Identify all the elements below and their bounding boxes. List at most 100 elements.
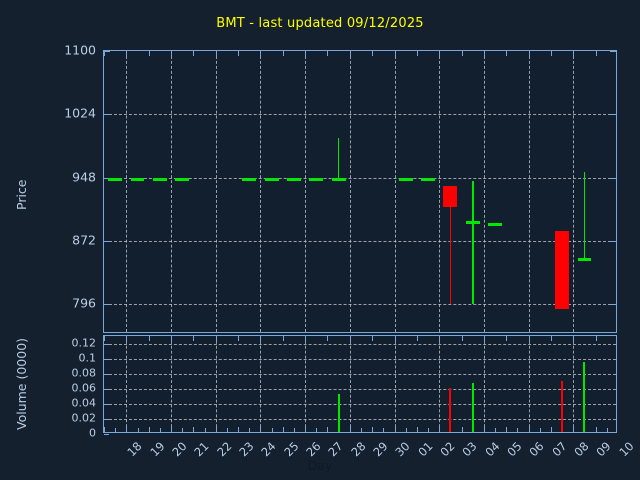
volume-x-minor-tick [226, 428, 228, 432]
x-tick-label: 24 [258, 439, 279, 460]
price-x-tick-mark [260, 51, 262, 56]
gridline-vertical [260, 336, 262, 432]
volume-tick-mark [104, 418, 109, 420]
gridline-horizontal [104, 114, 616, 116]
price-x-tick-mark [483, 51, 485, 56]
candle-body [175, 177, 190, 181]
gridline-horizontal [104, 343, 616, 345]
volume-x-tick-mark [171, 336, 173, 341]
gridline-vertical [126, 336, 128, 432]
volume-tick-mark [104, 373, 109, 375]
x-tick-label: 07 [549, 439, 570, 460]
gridline-horizontal [104, 373, 616, 375]
price-x-tick-mark [126, 51, 128, 56]
volume-tick-label: 0.08 [71, 366, 97, 380]
gridline-horizontal [104, 358, 616, 360]
x-tick-label: 22 [213, 439, 235, 460]
x-tick-label: 29 [370, 439, 391, 460]
price-x-tick-mark [148, 51, 150, 56]
price-tick-mark [104, 177, 110, 179]
volume-x-minor-tick [584, 428, 586, 432]
volume-x-minor-tick [159, 428, 161, 432]
price-tick-mark [104, 114, 110, 116]
x-tick-label: 10 [616, 439, 637, 460]
candle-body [309, 177, 324, 181]
volume-tick-label: 0.12 [71, 336, 97, 350]
volume-x-tick-mark [104, 336, 105, 341]
volume-x-tick-mark [260, 336, 262, 341]
volume-x-tick-mark [595, 336, 597, 341]
gridline-vertical [394, 51, 396, 332]
price-x-tick-mark [305, 51, 307, 56]
candle-body [488, 223, 502, 227]
price-tick-mark [610, 51, 616, 52]
volume-x-tick-mark [349, 427, 351, 432]
volume-bar-series [104, 336, 616, 432]
volume-x-minor-tick [383, 428, 385, 432]
volume-x-tick-mark [215, 427, 217, 432]
volume-x-tick-mark [327, 427, 329, 432]
price-tick-label: 1100 [64, 42, 96, 58]
gridline-horizontal [104, 177, 616, 179]
price-tick-mark [610, 304, 616, 306]
gridline-vertical [305, 336, 307, 432]
gridline-vertical [349, 51, 351, 332]
x-axis-label: Day [307, 458, 333, 473]
candle-body [287, 177, 301, 181]
x-tick-label: 04 [482, 439, 503, 460]
x-tick-label: 03 [459, 439, 480, 460]
x-tick-label: 20 [169, 439, 190, 460]
gridline-horizontal [104, 304, 616, 306]
volume-x-minor-tick [472, 428, 474, 432]
volume-x-tick-mark [483, 336, 485, 341]
price-tick-mark [104, 304, 110, 306]
price-x-tick-mark [238, 51, 240, 56]
volume-x-minor-tick [405, 428, 407, 432]
price-x-tick-mark [171, 51, 173, 56]
price-x-tick-mark [193, 51, 195, 56]
volume-x-tick-mark [282, 427, 284, 432]
volume-x-tick-mark [193, 336, 195, 341]
gridline-horizontal [104, 418, 616, 420]
volume-x-tick-mark [573, 336, 575, 341]
price-tick-label: 948 [72, 169, 96, 185]
volume-x-tick-mark [528, 336, 530, 341]
gridline-vertical [528, 336, 530, 432]
volume-bar [471, 383, 474, 432]
volume-x-tick-mark [148, 336, 150, 341]
volume-x-tick-mark [461, 336, 463, 341]
volume-x-tick-mark [104, 427, 105, 432]
candle-body [555, 230, 570, 310]
candle-body [152, 177, 167, 181]
gridline-vertical [439, 336, 441, 432]
volume-x-minor-tick [204, 428, 206, 432]
candle-wick [449, 185, 452, 305]
volume-tick-mark [104, 343, 109, 345]
volume-x-minor-tick [450, 428, 452, 432]
volume-tick-label: 0.04 [71, 396, 97, 410]
x-tick-label: 01 [414, 439, 436, 460]
volume-tick-mark [104, 403, 109, 405]
volume-x-tick-mark [305, 336, 307, 341]
volume-x-minor-tick [137, 428, 139, 432]
x-tick-label: 28 [347, 439, 369, 460]
price-x-tick-mark [595, 51, 597, 56]
volume-gridlines [104, 336, 616, 432]
volume-bar [583, 361, 586, 432]
volume-plot-area [103, 335, 617, 435]
volume-x-minor-tick [517, 428, 519, 432]
x-tick-label: 27 [325, 439, 346, 460]
price-plot-area [103, 50, 617, 333]
x-tick-label: 09 [593, 439, 615, 460]
volume-x-minor-tick [539, 428, 541, 432]
price-x-tick-mark [104, 51, 105, 56]
volume-x-tick-mark [238, 336, 240, 341]
candlestick-series [104, 51, 616, 332]
candle-body [264, 177, 279, 181]
price-x-tick-mark [550, 51, 552, 56]
volume-x-tick-mark [550, 336, 552, 341]
price-x-tick-mark [528, 51, 530, 56]
volume-x-tick-mark [461, 427, 463, 432]
gridline-vertical [573, 51, 575, 332]
